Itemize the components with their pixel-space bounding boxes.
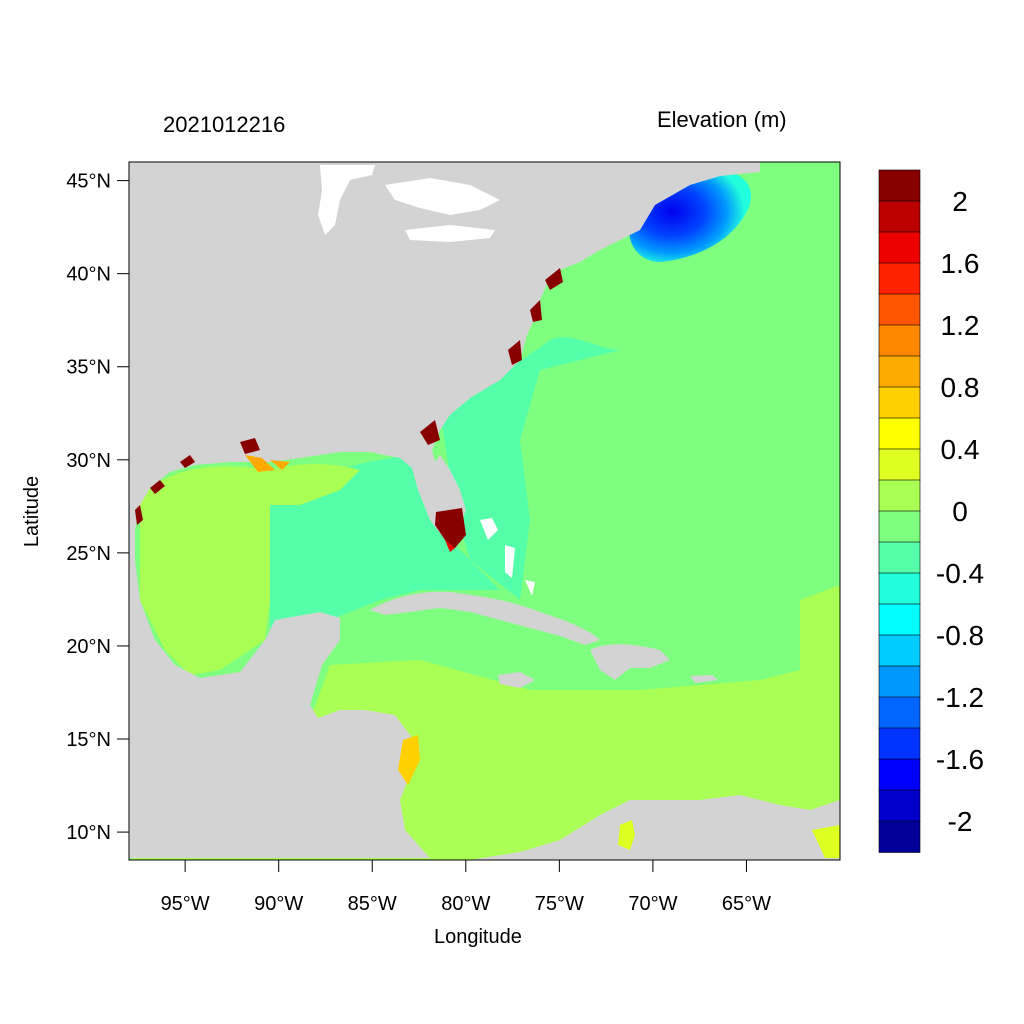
florida-coastal-water bbox=[440, 337, 620, 600]
y-tick-label: 45°N bbox=[66, 171, 111, 193]
colorbar-swatch bbox=[878, 541, 921, 574]
colorbar-swatch bbox=[878, 603, 921, 636]
x-tick-label: 65°W bbox=[722, 893, 771, 915]
hispaniola-land bbox=[590, 644, 670, 680]
south-florida-surge-edge bbox=[445, 540, 455, 552]
colorbar-swatch bbox=[878, 696, 921, 729]
colorbar-label: 2 bbox=[952, 186, 968, 217]
colorbar-swatch bbox=[878, 572, 921, 605]
colorbar-label: 0.4 bbox=[941, 434, 980, 465]
colorbar-label: 1.2 bbox=[941, 310, 980, 341]
x-tick-label: 85°W bbox=[348, 893, 397, 915]
colorbar-swatch bbox=[878, 324, 921, 357]
colorbar-swatch bbox=[878, 820, 921, 853]
colorbar-label: -1.6 bbox=[936, 744, 984, 775]
colorbar-label: 1.6 bbox=[941, 248, 980, 279]
colorbar-label: -0.8 bbox=[936, 620, 984, 651]
colorbar-label: 0 bbox=[952, 496, 968, 527]
y-tick-label: 15°N bbox=[66, 729, 111, 751]
variable-title: Elevation (m) bbox=[657, 107, 787, 132]
lake-maracaibo bbox=[618, 820, 635, 850]
x-tick-label: 95°W bbox=[161, 893, 210, 915]
louisiana-surge bbox=[245, 455, 290, 472]
x-tick-label: 90°W bbox=[254, 893, 303, 915]
colorbar-swatch bbox=[878, 758, 921, 791]
map-area bbox=[129, 162, 840, 860]
south-florida-surge bbox=[435, 508, 466, 548]
colorbar: 2 1.6 1.2 0.8 0.4 0 -0.4 -0.8 -1.2 -1.6 -2 bbox=[878, 169, 984, 853]
cuba-land bbox=[370, 591, 600, 645]
colorbar-swatch bbox=[878, 634, 921, 667]
y-tick-label: 20°N bbox=[66, 636, 111, 658]
y-tick-label: 25°N bbox=[66, 543, 111, 565]
colorbar-swatch bbox=[878, 479, 921, 512]
colorbar-swatch bbox=[878, 510, 921, 543]
colorbar-swatch bbox=[878, 293, 921, 326]
jamaica-land bbox=[498, 672, 535, 688]
x-tick-label: 75°W bbox=[535, 893, 584, 915]
plot-frame bbox=[128, 161, 841, 861]
colorbar-swatch bbox=[878, 727, 921, 760]
x-tick-label: 80°W bbox=[441, 893, 490, 915]
northern-gulf-water bbox=[270, 464, 360, 505]
x-axis: 95°W 90°W 85°W 80°W 75°W 70°W 65°W bbox=[161, 860, 771, 915]
great-lakes bbox=[318, 165, 500, 242]
colorbar-label: -0.4 bbox=[936, 558, 984, 589]
x-axis-label: Longitude bbox=[434, 926, 522, 948]
colorbar-swatch bbox=[878, 665, 921, 698]
y-axis: 45°N 40°N 35°N 30°N 25°N 20°N 15°N 10°N bbox=[66, 171, 129, 844]
y-tick-label: 40°N bbox=[66, 264, 111, 286]
colorbar-label: -1.2 bbox=[936, 682, 984, 713]
colorbar-swatch bbox=[878, 355, 921, 388]
puerto-rico-land bbox=[690, 675, 718, 683]
y-tick-label: 30°N bbox=[66, 450, 111, 472]
colorbar-swatch bbox=[878, 789, 921, 822]
colorbar-swatch bbox=[878, 169, 921, 202]
bahamas-islands bbox=[480, 518, 535, 596]
colorbar-swatch bbox=[878, 262, 921, 295]
colorbar-label: 0.8 bbox=[941, 372, 980, 403]
south-america-land bbox=[470, 795, 840, 860]
western-gulf-water bbox=[140, 466, 270, 675]
colorbar-label: -2 bbox=[948, 806, 973, 837]
colorbar-swatch bbox=[878, 417, 921, 450]
y-tick-label: 10°N bbox=[66, 822, 111, 844]
orinoco-outflow bbox=[812, 825, 840, 858]
colorbar-swatch bbox=[878, 200, 921, 233]
date-stamp: 2021012216 bbox=[163, 112, 286, 137]
colorbar-swatch bbox=[878, 231, 921, 264]
gulf-mexico-water bbox=[270, 455, 500, 630]
honduras-coast-surge bbox=[398, 735, 420, 785]
colorbar-swatch bbox=[878, 448, 921, 481]
florida-land bbox=[430, 455, 466, 520]
colorbar-swatch bbox=[878, 386, 921, 419]
x-tick-label: 70°W bbox=[628, 893, 677, 915]
y-tick-label: 35°N bbox=[66, 357, 111, 379]
